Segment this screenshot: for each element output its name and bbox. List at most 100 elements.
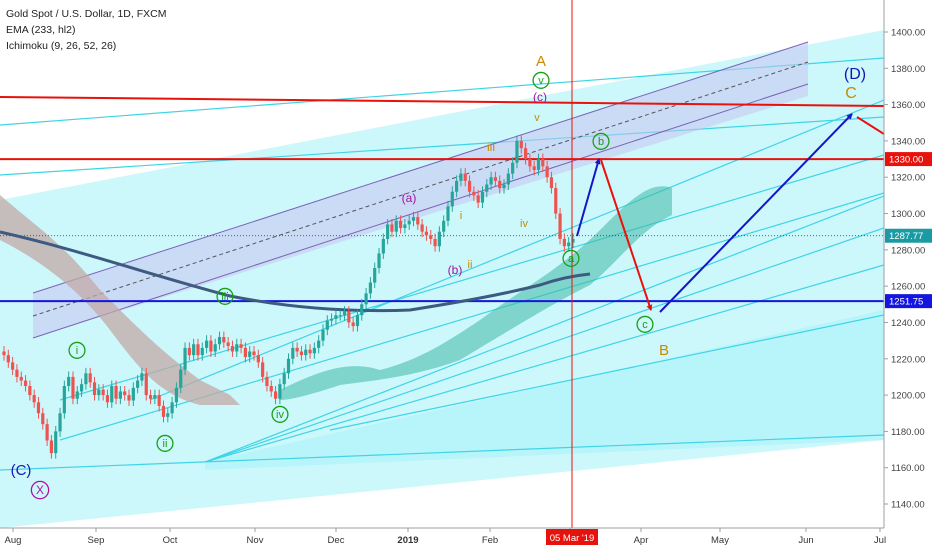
candle [446, 200, 450, 227]
y-tick-label: 1400.00 [891, 28, 925, 39]
price-axis [884, 0, 932, 528]
candle [416, 211, 420, 230]
candle [144, 367, 148, 401]
candle [480, 186, 485, 209]
candle [187, 342, 191, 361]
wave-label-17: b [598, 136, 604, 148]
projection-up-c [659, 113, 853, 313]
y-tick-label: 1180.00 [891, 427, 925, 438]
candle [222, 331, 226, 348]
candle [347, 306, 351, 328]
candle [562, 233, 566, 252]
candle [528, 153, 532, 172]
wave-circle [216, 287, 234, 305]
candle [278, 378, 282, 405]
candle [256, 349, 260, 368]
wave-label-1: X [36, 483, 44, 497]
candle [407, 215, 411, 230]
projection-up-b [576, 158, 601, 237]
candle [97, 384, 101, 401]
candle [330, 313, 334, 327]
y-tick-label: 1200.00 [891, 391, 925, 402]
candle [92, 376, 97, 401]
candle [261, 356, 265, 383]
wave-label-20: (D) [844, 66, 866, 83]
x-tick-label: 2019 [397, 535, 418, 546]
candle [368, 277, 373, 299]
candle [420, 218, 424, 238]
candle [153, 389, 157, 405]
candle [131, 382, 135, 406]
candle [217, 331, 222, 350]
candle [489, 171, 493, 190]
candle [123, 386, 127, 401]
candle [545, 160, 549, 183]
candle [308, 344, 312, 359]
price-badge-2 [885, 294, 932, 309]
wave-label-15: A [536, 53, 546, 70]
candle [192, 338, 196, 361]
candle [75, 386, 79, 405]
candle [541, 153, 545, 172]
candle [381, 233, 385, 259]
candle [532, 160, 536, 176]
y-tick-label: 1280.00 [891, 245, 925, 256]
wave-label-0: (C) [11, 462, 32, 479]
candle [498, 175, 502, 194]
candle [342, 306, 347, 321]
candle [433, 233, 437, 252]
candle [519, 135, 523, 154]
wave-label-8: (b) [448, 263, 463, 277]
wave-circle [562, 249, 580, 267]
projection-down-d [856, 116, 884, 135]
trendline [204, 195, 884, 463]
candle [511, 157, 515, 180]
wave-circle [68, 341, 86, 359]
candle [49, 435, 54, 459]
candle [179, 364, 183, 394]
candle [235, 338, 239, 357]
candle [101, 384, 105, 401]
date-badge-text: 05 Mar '19 [550, 533, 595, 544]
trendline [149, 99, 884, 401]
price-badge-text-2: 1251.75 [889, 297, 923, 308]
x-tick-label: Jun [798, 535, 813, 546]
wave-label-5: iv [276, 409, 284, 421]
candle [390, 218, 394, 238]
candle [6, 349, 10, 368]
candle [166, 407, 170, 423]
candle [243, 342, 247, 363]
candle [67, 371, 71, 392]
candle [105, 389, 110, 408]
candle [286, 353, 291, 379]
candle [398, 215, 403, 234]
candle [161, 400, 166, 423]
y-tick-label: 1320.00 [891, 173, 925, 184]
candle [334, 309, 338, 325]
chart-legend: Gold Spot / U.S. Dollar, 1D, FXCM EMA (2… [6, 6, 166, 54]
x-tick-label: Oct [163, 535, 178, 546]
candle [88, 367, 92, 388]
candle [209, 335, 213, 357]
wave-label-10: i [460, 210, 462, 222]
wave-label-13: iv [520, 218, 528, 230]
y-tick-label: 1140.00 [891, 500, 925, 511]
candle [459, 168, 463, 187]
candle [429, 229, 433, 245]
y-tick-label: 1240.00 [891, 318, 925, 329]
candle [299, 346, 304, 361]
candle [515, 135, 519, 169]
candle [58, 407, 62, 437]
wave-label-18: c [642, 319, 648, 331]
candle [295, 342, 299, 357]
trendline [0, 116, 884, 176]
candle [567, 237, 571, 252]
candle [506, 168, 510, 190]
x-tick-label: Nov [247, 535, 264, 546]
candle [472, 186, 476, 201]
candle [485, 179, 489, 198]
candle [424, 226, 429, 241]
wave-label-9: (c) [533, 90, 547, 104]
x-tick-label: Dec [328, 535, 345, 546]
